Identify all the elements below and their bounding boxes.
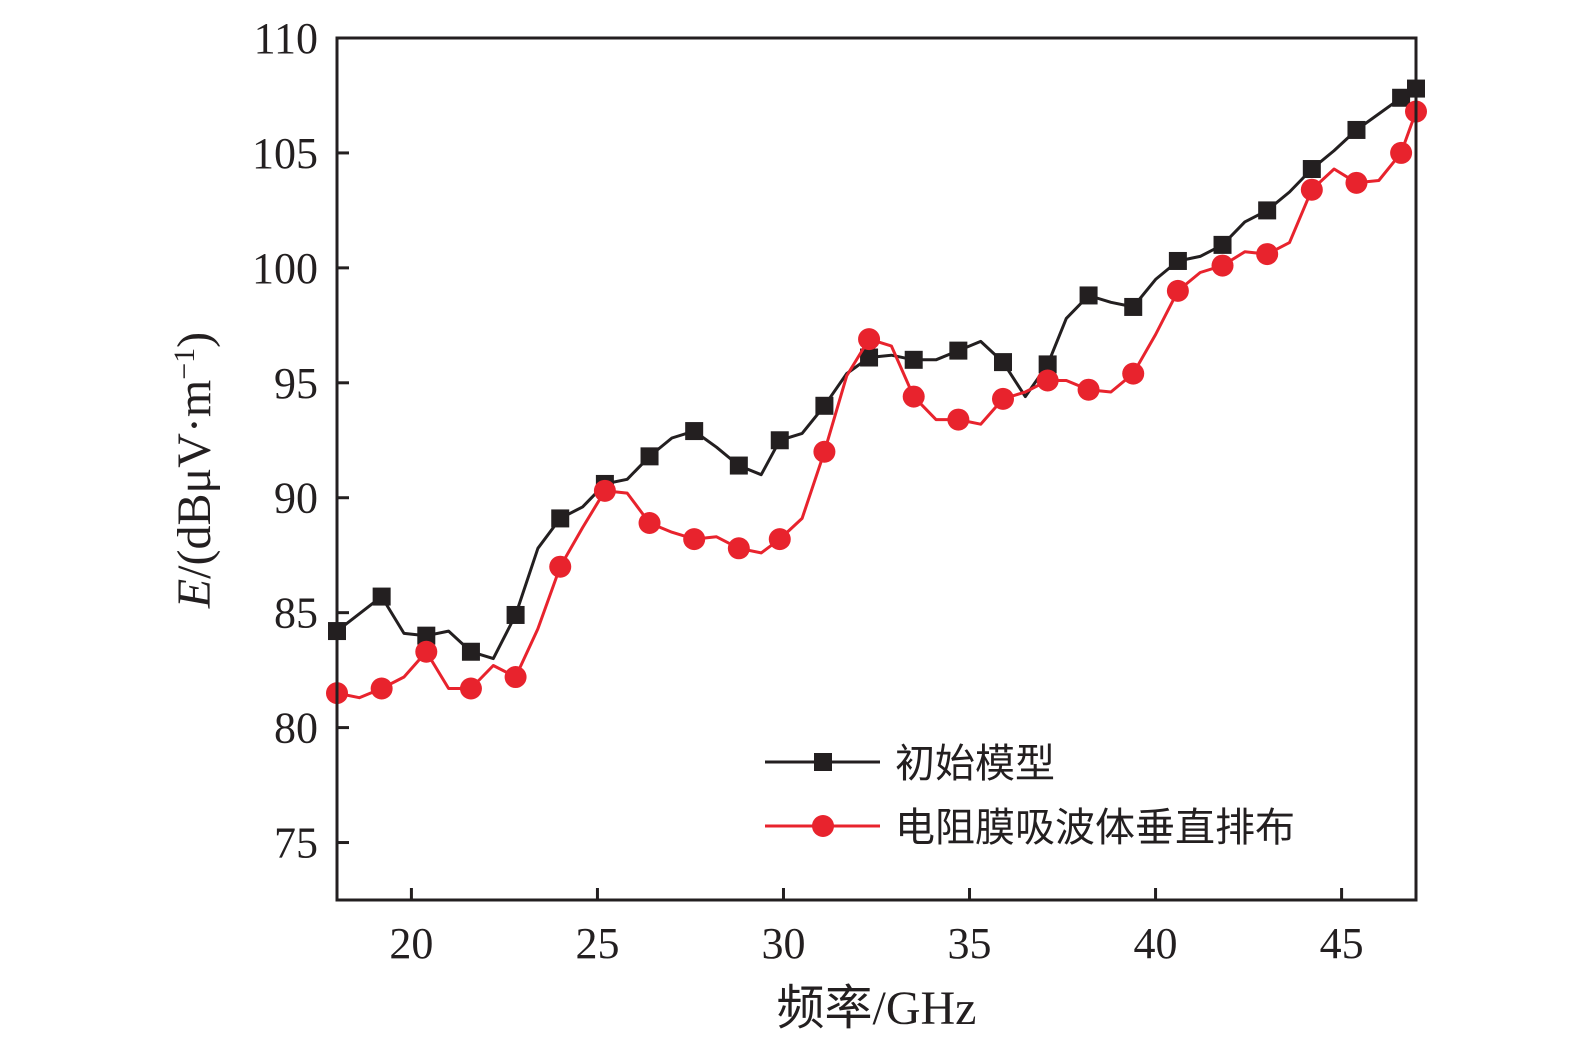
series-layer	[326, 79, 1427, 705]
data-point	[372, 587, 391, 606]
y-tick-label: 100	[252, 244, 318, 293]
data-point	[1390, 141, 1413, 164]
y-tick-label: 105	[252, 129, 318, 178]
data-point	[459, 677, 482, 700]
data-point	[593, 479, 616, 502]
data-point	[1345, 171, 1368, 194]
data-point	[770, 431, 789, 450]
data-point	[506, 605, 525, 624]
data-point	[904, 350, 923, 369]
data-point	[902, 385, 925, 408]
data-point	[1256, 243, 1279, 266]
plot-area	[326, 36, 1427, 902]
legend-label-vertical-absorber: 电阻膜吸波体垂直排布	[895, 805, 1295, 851]
y-axis-unit-suffix: )	[168, 332, 221, 348]
data-point	[504, 666, 527, 689]
x-tick-label: 25	[575, 919, 619, 968]
x-tick-label: 45	[1320, 919, 1364, 968]
plot-frame	[335, 36, 1418, 902]
data-point	[860, 348, 879, 367]
data-point	[813, 440, 836, 463]
series-line	[336, 111, 1418, 700]
legend-entry-vertical-absorber: 电阻膜吸波体垂直排布	[765, 805, 1295, 851]
data-point	[947, 408, 970, 431]
y-tick-label: 80	[274, 704, 318, 753]
y-tick-label: 85	[274, 589, 318, 638]
data-point	[417, 626, 436, 645]
y-tick-label: 110	[254, 14, 318, 63]
y-axis-variable: E	[168, 579, 221, 609]
data-point	[640, 447, 659, 466]
data-point	[638, 512, 661, 535]
data-point	[992, 387, 1015, 410]
data-point	[768, 528, 791, 551]
data-point	[1122, 362, 1145, 385]
data-point	[370, 677, 393, 700]
y-axis-unit-exponent: −1	[168, 348, 201, 380]
legend-marker-square	[814, 753, 832, 771]
series-1	[326, 100, 1427, 705]
data-point	[1392, 88, 1411, 107]
data-point	[461, 642, 480, 661]
data-point	[1302, 160, 1321, 179]
x-axis-title: 频率/GHz	[777, 982, 977, 1035]
data-point	[549, 555, 572, 578]
legend-label-initial-model: 初始模型	[895, 741, 1055, 787]
data-point	[1079, 286, 1098, 305]
data-point	[685, 422, 704, 441]
data-point	[551, 509, 570, 528]
data-point	[683, 528, 706, 551]
data-point	[1211, 254, 1234, 277]
y-tick-label: 95	[274, 359, 318, 408]
data-point	[815, 396, 834, 415]
data-point	[1077, 378, 1100, 401]
legend: 初始模型 电阻膜吸波体垂直排布	[765, 741, 1295, 851]
legend-marker-circle	[812, 815, 834, 837]
data-point	[1213, 235, 1232, 254]
x-tick-label: 35	[948, 919, 992, 968]
y-axis: 75 80 85 90 95 100 105 110	[252, 14, 349, 868]
data-point	[727, 537, 750, 560]
data-point	[415, 640, 438, 663]
x-tick-label: 40	[1134, 919, 1178, 968]
y-axis-title: E/(dBμV·m−1)	[168, 332, 221, 609]
data-point	[1166, 279, 1189, 302]
series-line	[336, 87, 1417, 661]
y-tick-label: 75	[274, 819, 318, 868]
data-point	[729, 456, 748, 475]
x-axis: 20 25 30 35 40 45	[389, 888, 1364, 968]
data-point	[858, 328, 881, 351]
data-point	[1258, 201, 1277, 220]
data-point	[949, 341, 968, 360]
data-point	[1036, 369, 1059, 392]
y-tick-label: 90	[274, 474, 318, 523]
legend-entry-initial-model: 初始模型	[765, 741, 1055, 787]
data-point	[1124, 297, 1143, 316]
y-axis-unit: /(dBμV·m	[168, 380, 221, 579]
data-point	[1300, 178, 1323, 201]
data-point	[1168, 251, 1187, 270]
series-0	[328, 79, 1425, 661]
data-point	[1347, 120, 1366, 139]
x-tick-label: 20	[389, 919, 433, 968]
data-point	[1038, 355, 1057, 374]
x-tick-label: 30	[761, 919, 805, 968]
data-point	[994, 353, 1013, 372]
